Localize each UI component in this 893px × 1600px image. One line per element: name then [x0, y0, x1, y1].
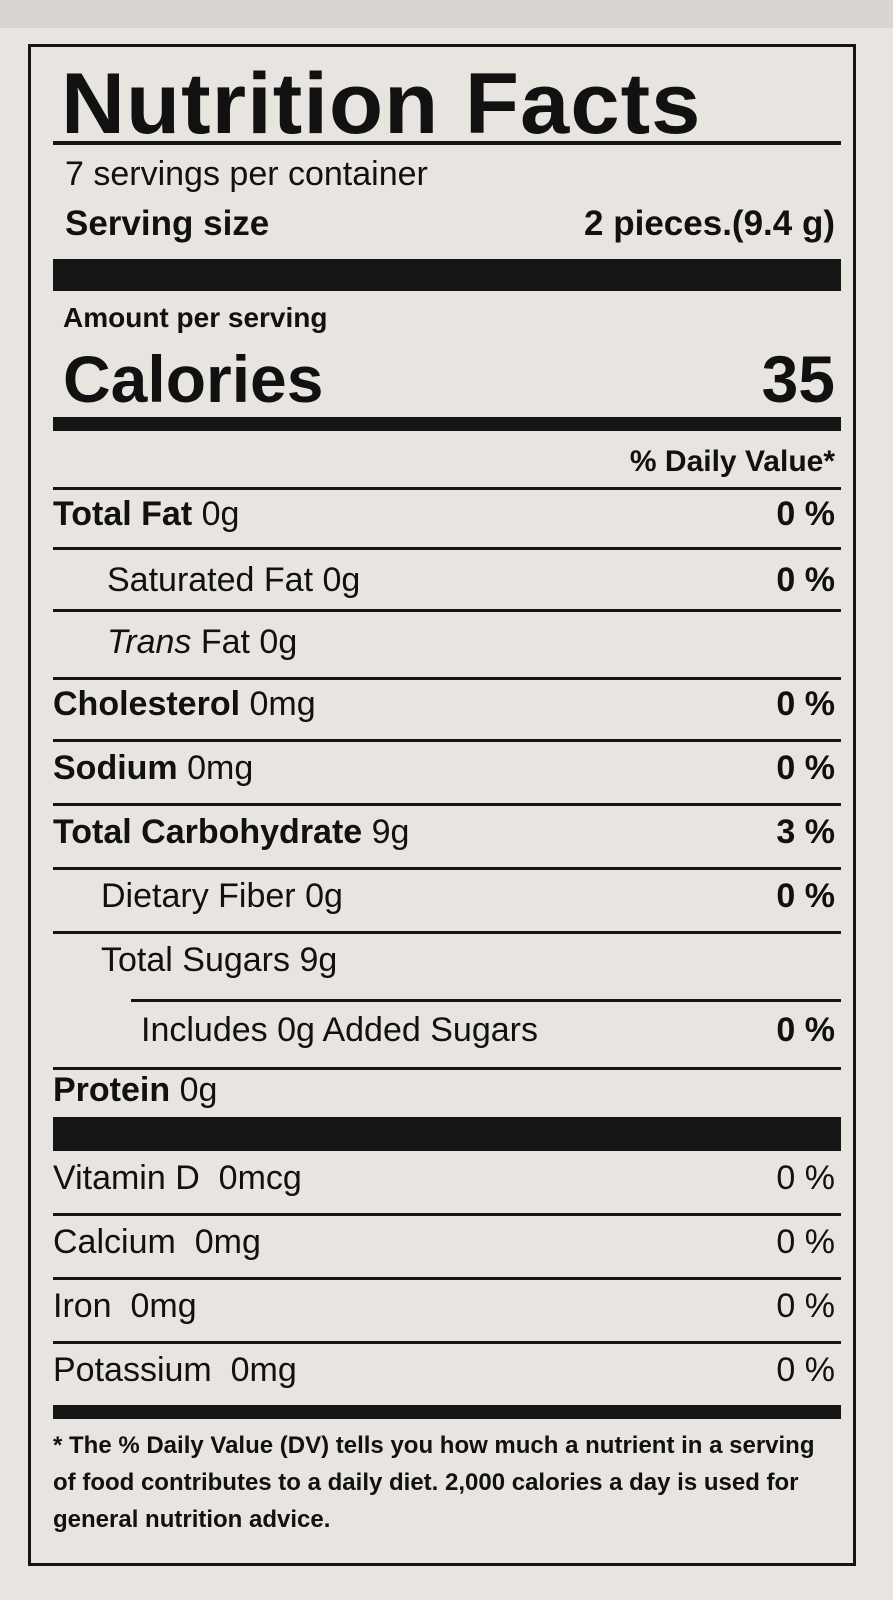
nutrient-name: Dietary Fiber	[101, 877, 296, 915]
nutrient-amount: 0mg	[187, 749, 254, 787]
divider	[53, 141, 841, 145]
nutrient-name: Protein	[53, 1071, 171, 1109]
footnote: * The % Daily Value (DV) tells you how m…	[53, 1432, 815, 1533]
nutrient-amount: 0g	[259, 623, 298, 661]
divider	[53, 739, 841, 742]
vitamin-name: Vitamin D	[53, 1159, 200, 1197]
nutrient-amount: 9g	[299, 941, 338, 979]
nutrient-name: Trans	[107, 623, 192, 661]
thick-bar	[53, 1117, 841, 1151]
nutrient-name-suffix: Fat	[200, 623, 250, 661]
nutrient-row-cholesterol: Cholesterol 0mg 0 %	[53, 681, 835, 727]
nutrient-row-total-sugars: Total Sugars 9g	[53, 937, 835, 983]
nutrient-amount: 0mg	[249, 685, 316, 723]
nutrient-dv: 0 %	[776, 877, 835, 915]
vitamin-name: Calcium	[53, 1223, 176, 1261]
servings-text: 7 servings per container	[65, 155, 428, 193]
vitamin-row-vitamin-d: Vitamin D 0mcg 0 %	[53, 1155, 835, 1201]
nutrient-amount: 0g	[179, 1071, 218, 1109]
nutrient-dv: 0 %	[776, 495, 835, 533]
vitamin-amount: 0mcg	[218, 1159, 302, 1197]
divider	[53, 931, 841, 934]
divider	[131, 999, 841, 1002]
vitamin-dv: 0 %	[776, 1287, 835, 1325]
servings-per-container: 7 servings per container	[65, 151, 835, 197]
nutrient-name: Cholesterol	[53, 685, 241, 723]
nutrition-facts-panel: Nutrition Facts 7 servings per container…	[28, 44, 856, 1566]
daily-value-header: % Daily Value*	[53, 439, 835, 485]
vitamin-name: Iron	[53, 1287, 112, 1325]
serving-size-label: Serving size	[65, 204, 270, 243]
nutrient-name: Sodium	[53, 749, 178, 787]
divider	[53, 609, 841, 612]
divider	[53, 547, 841, 550]
vitamin-dv: 0 %	[776, 1351, 835, 1389]
panel-title: Nutrition Facts	[61, 56, 702, 152]
nutrient-row-protein: Protein 0g	[53, 1067, 835, 1113]
divider	[53, 1213, 841, 1216]
thick-bar	[53, 259, 841, 291]
vitamin-row-iron: Iron 0mg 0 %	[53, 1283, 835, 1329]
nutrient-name: Total Fat	[53, 495, 193, 533]
nutrient-name: Includes 0g Added Sugars	[141, 1011, 538, 1049]
calories-value: 35	[761, 342, 835, 416]
calories-row: Calories 35	[63, 339, 835, 419]
nutrient-amount: 0g	[201, 495, 240, 533]
divider	[53, 1067, 841, 1070]
vitamin-amount: 0mg	[230, 1351, 297, 1389]
vitamin-amount: 0mg	[194, 1223, 261, 1261]
vitamin-dv: 0 %	[776, 1223, 835, 1261]
nutrient-name: Saturated Fat	[107, 561, 314, 599]
nutrient-dv: 0 %	[776, 1011, 835, 1049]
divider	[53, 677, 841, 680]
nutrient-name: Total Carbohydrate	[53, 813, 363, 851]
nutrient-dv: 0 %	[776, 561, 835, 599]
divider	[53, 867, 841, 870]
nutrient-amount: 0g	[322, 561, 361, 599]
vitamin-amount: 0mg	[130, 1287, 197, 1325]
vitamin-name: Potassium	[53, 1351, 212, 1389]
vitamin-row-potassium: Potassium 0mg 0 %	[53, 1347, 835, 1393]
divider	[53, 1277, 841, 1280]
nutrient-dv: 0 %	[776, 749, 835, 787]
nutrient-name: Total Sugars	[101, 941, 290, 979]
nutrient-row-added-sugars: Includes 0g Added Sugars 0 %	[53, 1007, 835, 1053]
nutrient-row-total-carbohydrate: Total Carbohydrate 9g 3 %	[53, 809, 835, 855]
serving-size-row: Serving size 2 pieces.(9.4 g)	[65, 201, 835, 247]
nutrient-row-saturated-fat: Saturated Fat 0g 0 %	[53, 557, 835, 603]
nutrient-row-sodium: Sodium 0mg 0 %	[53, 745, 835, 791]
nutrient-row-dietary-fiber: Dietary Fiber 0g 0 %	[53, 873, 835, 919]
amount-per-serving-text: Amount per serving	[63, 302, 328, 333]
medium-bar	[53, 417, 841, 431]
amount-per-serving: Amount per serving	[63, 295, 835, 341]
divider	[53, 487, 841, 490]
daily-value-text: % Daily Value*	[629, 445, 835, 478]
nutrient-dv: 0 %	[776, 685, 835, 723]
nutrient-row-total-fat: Total Fat 0g 0 %	[53, 491, 835, 537]
serving-size-value: 2 pieces.(9.4 g)	[584, 204, 835, 243]
nutrient-row-trans-fat: Trans Fat 0g	[53, 619, 835, 665]
vitamin-row-calcium: Calcium 0mg 0 %	[53, 1219, 835, 1265]
nutrient-dv: 3 %	[776, 813, 835, 851]
nutrient-amount: 0g	[305, 877, 343, 915]
medium-bar	[53, 1405, 841, 1419]
calories-label: Calories	[63, 342, 324, 416]
vitamin-dv: 0 %	[776, 1159, 835, 1197]
divider	[53, 1341, 841, 1344]
nutrient-amount: 9g	[371, 813, 410, 851]
divider	[53, 803, 841, 806]
